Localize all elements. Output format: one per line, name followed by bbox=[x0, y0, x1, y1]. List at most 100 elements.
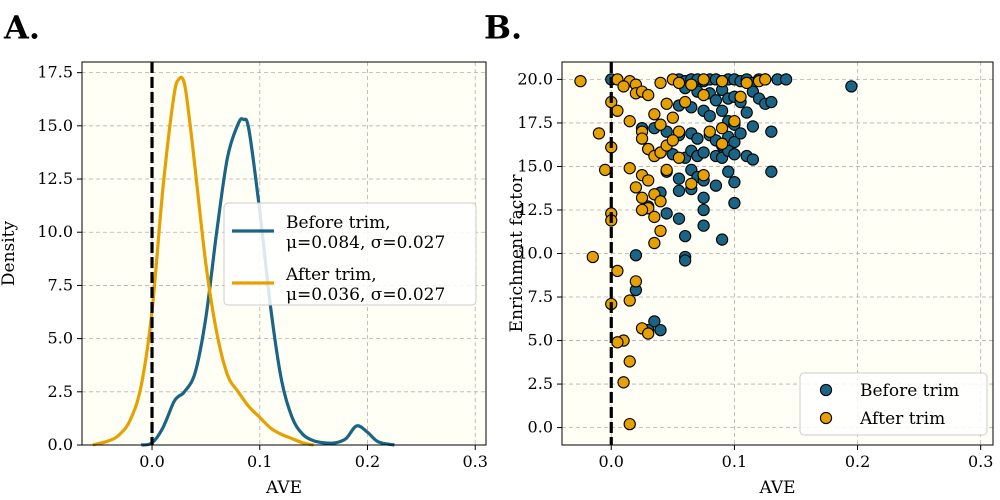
y-tick-label: 15.0 bbox=[37, 116, 73, 135]
scatter-point-after bbox=[678, 95, 692, 109]
y-tick-label: 15.0 bbox=[517, 156, 553, 175]
scatter-point-after bbox=[623, 355, 636, 368]
scatter-point-after bbox=[697, 169, 710, 182]
scatter-point-before bbox=[728, 196, 741, 210]
density-curve-before bbox=[140, 117, 395, 447]
scatter-point-before bbox=[715, 104, 729, 117]
chart-panel-b: B. 0.0 0.1 0.2 0.3 0.0 2.5 5.0 7.5 10.0 12.5 15.0 17… bbox=[484, 9, 994, 498]
scatter-point-before bbox=[740, 106, 753, 119]
legend-label: μ=0.084, σ=0.027 bbox=[286, 233, 445, 253]
scatter-point-before bbox=[746, 120, 760, 133]
y-tick-label: 17.5 bbox=[517, 113, 553, 132]
scatter-point-before bbox=[765, 165, 778, 178]
y-tick-label: 10.0 bbox=[37, 222, 73, 241]
scatter-point-after bbox=[666, 134, 679, 147]
y-tick-label: 7.5 bbox=[528, 287, 553, 306]
scatter-point-after bbox=[654, 118, 667, 131]
scatter-point-after bbox=[642, 174, 655, 187]
scatter-point-after bbox=[759, 73, 772, 86]
scatter-point-after bbox=[654, 224, 667, 238]
y-tick-label: 0.0 bbox=[48, 435, 73, 454]
y-tick-label: 2.5 bbox=[528, 374, 553, 393]
scatter-point-after bbox=[617, 80, 630, 93]
y-axis-label: Enrichment factor bbox=[507, 174, 527, 333]
scatter-point-before bbox=[654, 323, 667, 337]
scatter-point-after bbox=[592, 127, 606, 140]
scatter-point-after bbox=[740, 76, 753, 90]
scatter-point-after bbox=[635, 132, 649, 145]
scatter-point-after bbox=[648, 210, 661, 224]
scatter-point-after bbox=[672, 125, 686, 138]
scatter-point-before bbox=[709, 179, 723, 192]
y-tick-label: 7.5 bbox=[48, 275, 73, 294]
scatter-point-before bbox=[697, 191, 710, 204]
scatter-point-after bbox=[715, 75, 729, 88]
scatter-point-after bbox=[623, 115, 636, 128]
x-tick-label: 0.0 bbox=[599, 452, 624, 471]
scatter-point-after bbox=[623, 417, 636, 431]
scatter-point-after bbox=[685, 177, 698, 191]
scatter-point-after bbox=[685, 78, 698, 91]
legend-label: After trim, bbox=[285, 265, 377, 285]
legend-marker-before bbox=[819, 383, 833, 397]
chart-panel-a: A. 0.0 0.1 0.2 0.3 0.0 2.5 5.0 7.5 10.0 12.5 15.0 17… bbox=[0, 9, 488, 499]
legend-label: Before trim bbox=[860, 381, 959, 401]
y-tick-label: 10.0 bbox=[517, 244, 553, 263]
legend: Before trim After trim bbox=[799, 372, 988, 436]
scatter-point-before bbox=[672, 184, 686, 197]
scatter-point-before bbox=[709, 94, 723, 107]
scatter-point-before bbox=[703, 109, 716, 123]
scatter-point-before bbox=[765, 125, 778, 138]
scatter-point-after bbox=[697, 73, 710, 86]
scatter-point-before bbox=[765, 95, 778, 109]
legend: Before trim,μ=0.084, σ=0.027 After trim,μ… bbox=[223, 202, 477, 306]
scatter-point-after bbox=[611, 264, 624, 278]
scatter-point-before bbox=[660, 207, 673, 220]
scatter-point-after bbox=[611, 104, 624, 117]
scatter-point-before bbox=[678, 254, 692, 267]
x-tick-label: 0.2 bbox=[355, 452, 380, 471]
scatter-point-after bbox=[629, 181, 643, 194]
scatter-point-after bbox=[666, 111, 679, 124]
legend-label: After trim bbox=[859, 409, 945, 429]
scatter-point-after bbox=[660, 163, 673, 177]
x-tick-label: 0.0 bbox=[139, 452, 164, 471]
scatter-point-before bbox=[845, 80, 858, 93]
scatter-point-after bbox=[734, 90, 747, 103]
scatter-point-before bbox=[722, 165, 735, 178]
scatter-point-after bbox=[728, 115, 741, 128]
scatter-point-after bbox=[623, 294, 636, 307]
y-tick-label: 20.0 bbox=[517, 69, 553, 88]
legend-box bbox=[223, 202, 477, 306]
panel-label: A. bbox=[3, 9, 40, 47]
scatter-point-after bbox=[660, 97, 673, 110]
x-tick-label: 0.3 bbox=[968, 452, 993, 471]
scatter-point-after bbox=[703, 125, 716, 138]
x-tick-label: 0.1 bbox=[247, 452, 272, 471]
scatter-point-after bbox=[586, 250, 599, 264]
scatter-point-after bbox=[629, 275, 643, 288]
x-tick-label: 0.1 bbox=[722, 452, 747, 471]
scatter-point-before bbox=[728, 135, 741, 149]
scatter-point-after bbox=[617, 376, 630, 389]
scatter-point-after bbox=[611, 336, 624, 349]
scatter-point-before bbox=[672, 212, 686, 225]
legend-box bbox=[799, 372, 988, 436]
legend-marker-after bbox=[819, 411, 833, 425]
density-curve-after bbox=[92, 75, 314, 447]
scatter-point-before bbox=[629, 249, 643, 262]
scatter-point-after bbox=[574, 75, 587, 88]
scatter-point-after bbox=[715, 122, 729, 135]
scatter-point-after bbox=[642, 327, 655, 340]
scatter-point-before bbox=[648, 315, 661, 328]
legend-label: μ=0.036, σ=0.027 bbox=[286, 285, 445, 305]
scatter-point-before bbox=[715, 233, 729, 246]
y-tick-label: 5.0 bbox=[48, 329, 73, 348]
scatter-point-before bbox=[746, 153, 760, 166]
legend-label: Before trim, bbox=[286, 213, 391, 233]
scatter-point-before bbox=[697, 219, 710, 232]
scatter-point-after bbox=[648, 108, 661, 121]
x-tick-label: 0.3 bbox=[463, 452, 488, 471]
scatter-point-before bbox=[728, 175, 741, 189]
scatter-point-after bbox=[697, 88, 710, 102]
